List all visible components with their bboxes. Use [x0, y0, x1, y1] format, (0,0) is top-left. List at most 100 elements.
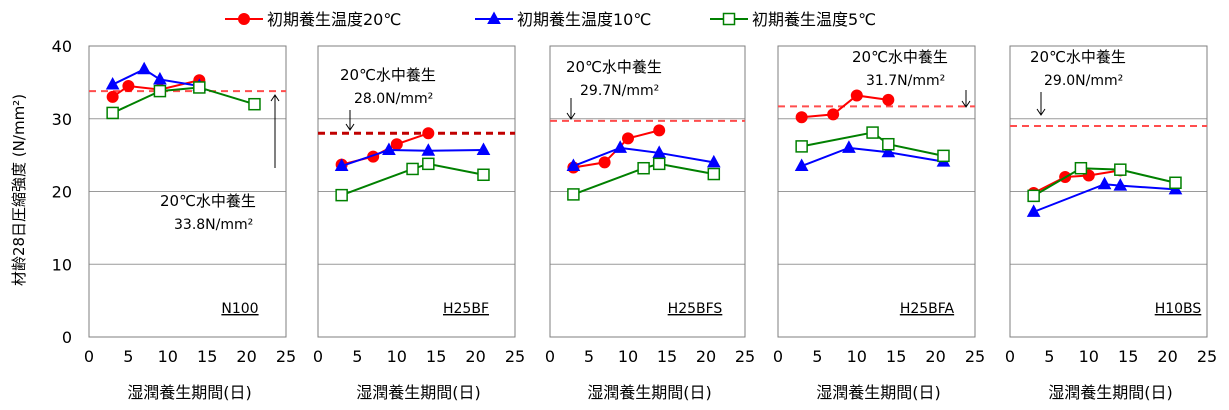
x-tick-label: 0	[773, 347, 783, 366]
series-line	[341, 162, 484, 197]
data-point	[153, 84, 167, 98]
data-point	[881, 144, 896, 158]
reference-annotation-value: 29.7N/mm²	[580, 83, 659, 99]
legend-label: 初期養生温度5℃	[752, 10, 876, 29]
data-point	[795, 140, 808, 153]
data-point	[1027, 189, 1040, 203]
series-line	[341, 149, 484, 167]
panel-frame	[88, 45, 287, 338]
x-tick-label: 15	[1118, 347, 1138, 366]
reference-arrowhead	[345, 123, 355, 131]
series-line	[112, 86, 255, 114]
chart-panels: 0 10 20 30 40 0 5 10 15 20 25 湿潤養生期間(日) 20℃水中養生 33.8N…	[52, 37, 1218, 402]
y-tick-label: 30	[52, 110, 72, 129]
reference-annotation-title: 20℃水中養生	[340, 66, 436, 84]
reference-annotation-value: 31.7N/mm²	[866, 73, 945, 89]
data-point	[652, 145, 667, 158]
x-tick-label: 25	[965, 347, 985, 366]
data-point	[882, 137, 895, 151]
data-point	[866, 126, 879, 139]
x-axis-label: 湿潤養生期間(日)	[587, 383, 712, 402]
panel: 0 5 10 15 20 25 湿潤養生期間(日) 20℃水中養生 29.7N/mm² H25BF…	[545, 45, 755, 402]
series	[335, 157, 490, 202]
data-point	[421, 143, 436, 156]
data-point	[105, 77, 120, 90]
data-point	[1113, 178, 1128, 191]
data-point	[153, 71, 167, 85]
data-point	[850, 89, 863, 102]
x-tick-label: 20	[925, 347, 945, 366]
data-point	[248, 97, 261, 111]
data-point	[566, 158, 581, 172]
reference-annotation-value: 28.0N/mm²	[354, 91, 433, 107]
data-point	[335, 188, 348, 202]
panel-label: N100	[221, 301, 258, 317]
panel-frame	[1009, 45, 1208, 338]
reference-arrowhead	[961, 100, 971, 108]
legend-marker	[238, 13, 250, 25]
panel: 0 5 10 15 20 25 湿潤養生期間(日) 20℃水中養生 28.0N/mm² H25BF	[313, 45, 525, 402]
data-point	[795, 111, 808, 124]
data-point	[567, 188, 580, 201]
legend: 初期養生温度20℃ 初期養生温度10℃ 初期養生温度5℃	[225, 10, 876, 29]
data-point	[477, 168, 490, 182]
x-tick-label: 15	[426, 347, 446, 366]
legend-marker	[722, 12, 736, 26]
reference-arrowhead	[1036, 108, 1046, 116]
data-point	[653, 124, 666, 137]
x-tick-label: 5	[584, 347, 594, 366]
x-tick-label: 10	[158, 347, 178, 366]
y-tick-label: 40	[52, 37, 72, 56]
panel-label: H10BS	[1155, 301, 1202, 317]
y-axis-label: 材齢28日圧縮強度 (N/mm²)	[10, 94, 28, 286]
data-point	[422, 157, 435, 171]
x-tick-label: 5	[812, 347, 822, 366]
x-axis-label: 湿潤養生期間(日)	[816, 383, 941, 402]
reference-annotation-title: 20℃水中養生	[852, 48, 948, 66]
data-point	[406, 162, 419, 176]
series-line	[801, 94, 889, 119]
panel-frame	[777, 45, 976, 338]
x-tick-label: 0	[84, 347, 94, 366]
x-tick-label: 20	[1157, 347, 1177, 366]
panel: 0 5 10 15 20 25 湿潤養生期間(日) 20℃水中養生 29.0N/mm² H10BS	[1005, 45, 1217, 402]
series	[795, 89, 895, 124]
panel-frame	[317, 45, 516, 338]
data-point	[122, 80, 135, 93]
data-point	[598, 156, 611, 169]
x-tick-label: 20	[696, 347, 716, 366]
data-point	[137, 61, 152, 75]
legend-entry: 初期養生温度20℃	[225, 10, 401, 29]
data-point	[622, 132, 634, 145]
series-line	[573, 146, 714, 167]
series	[795, 126, 950, 163]
data-point	[106, 90, 119, 103]
x-axis-label: 湿潤養生期間(日)	[1048, 383, 1173, 402]
series-line	[1033, 167, 1176, 197]
x-tick-label: 25	[505, 347, 525, 366]
data-point	[1114, 163, 1127, 176]
series	[567, 157, 721, 201]
y-tick-label: 10	[52, 255, 72, 274]
data-point	[937, 149, 950, 163]
series	[334, 142, 491, 172]
reference-annotation-value: 29.0N/mm²	[1044, 73, 1123, 89]
panel-label: H25BF	[443, 301, 489, 317]
legend-marker	[487, 11, 501, 24]
data-point	[707, 167, 721, 181]
data-point	[382, 142, 396, 156]
data-point	[422, 127, 435, 140]
x-tick-label: 10	[618, 347, 638, 366]
data-point	[1074, 161, 1088, 175]
data-point	[652, 157, 666, 171]
x-tick-label: 15	[657, 347, 677, 366]
reference-arrowhead	[566, 112, 576, 120]
x-tick-label: 25	[1197, 347, 1217, 366]
series	[566, 140, 721, 172]
reference-annotation-title: 20℃水中養生	[160, 192, 256, 210]
series	[794, 140, 951, 172]
series-line	[341, 132, 429, 166]
series-line	[801, 131, 944, 157]
series-line	[801, 146, 944, 167]
